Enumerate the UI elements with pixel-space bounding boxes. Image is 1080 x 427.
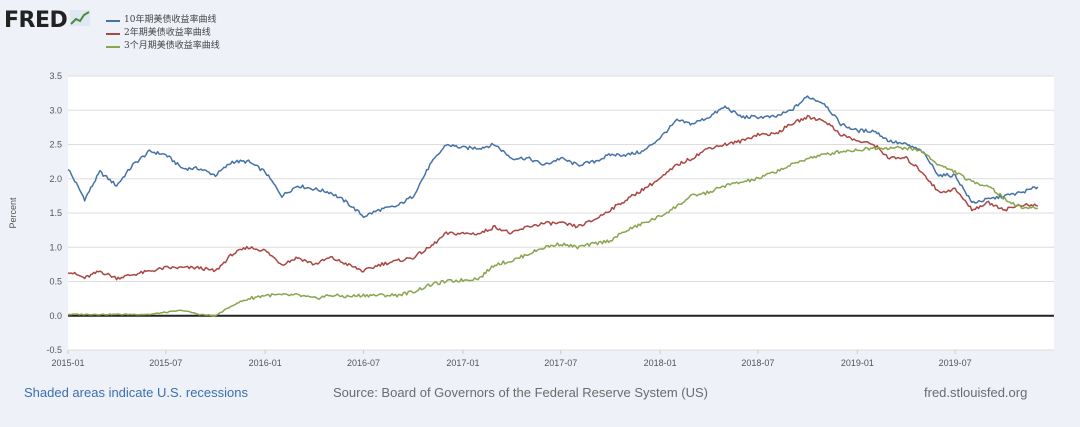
fred-logo[interactable]: FRED (4, 8, 91, 33)
x-tick-label: 2019-07 (939, 358, 972, 368)
y-tick-label: 1.5 (49, 208, 62, 218)
source-text: Source: Board of Governors of the Federa… (333, 385, 708, 400)
x-tick-label: 2015-07 (149, 358, 182, 368)
series-line-2[interactable] (67, 145, 1038, 317)
legend-item-3m[interactable]: 3个月期美债收益率曲线 (106, 40, 220, 53)
y-tick-label: 3.5 (49, 71, 62, 81)
x-tick-label: 2018-07 (741, 358, 774, 368)
legend-swatch-10y (106, 19, 120, 22)
y-tick-label: 0.5 (49, 277, 62, 287)
chart-legend: 10年期美债收益率曲线 2年期美债收益率曲线 3个月期美债收益率曲线 (106, 14, 220, 53)
logo-text: FRED (4, 8, 68, 33)
legend-label-3m: 3个月期美债收益率曲线 (124, 41, 220, 51)
y-tick-label: -0.5 (46, 345, 62, 355)
series-line-0[interactable] (67, 95, 1039, 219)
y-tick-label: 2.5 (49, 140, 62, 150)
legend-item-2y[interactable]: 2年期美债收益率曲线 (106, 27, 220, 40)
site-link[interactable]: fred.stlouisfed.org (924, 385, 1028, 400)
x-tick-label: 2019-01 (841, 358, 874, 368)
x-tick-label: 2017-07 (544, 358, 577, 368)
recession-note-link[interactable]: Shaded areas indicate U.S. recessions (24, 385, 249, 400)
x-tick-label: 2015-01 (51, 358, 84, 368)
x-tick-label: 2016-01 (249, 358, 282, 368)
y-tick-label: 0.0 (49, 311, 62, 321)
legend-item-10y[interactable]: 10年期美债收益率曲线 (106, 14, 220, 27)
line-chart: 3.5 3.0 2.5 2.0 1.5 1.0 0.5 0.0 -0.5 2015-01 2015… (8, 71, 1054, 368)
x-tick-label: 2017-01 (446, 358, 479, 368)
legend-swatch-3m (106, 45, 120, 48)
legend-label-2y: 2年期美债收益率曲线 (124, 28, 211, 38)
x-tick-label: 2016-07 (347, 358, 380, 368)
y-tick-label: 1.0 (49, 242, 62, 252)
y-tick-label: 3.0 (49, 105, 62, 115)
y-axis-label: Percent (8, 197, 18, 229)
legend-label-10y: 10年期美债收益率曲线 (124, 15, 217, 25)
mini-chart-icon (70, 10, 91, 26)
x-tick-label: 2018-01 (644, 358, 677, 368)
y-tick-label: 2.0 (49, 174, 62, 184)
legend-swatch-2y (106, 32, 120, 35)
series-line-1[interactable] (67, 114, 1039, 281)
chart-footer: Shaded areas indicate U.S. recessions So… (0, 385, 1080, 405)
